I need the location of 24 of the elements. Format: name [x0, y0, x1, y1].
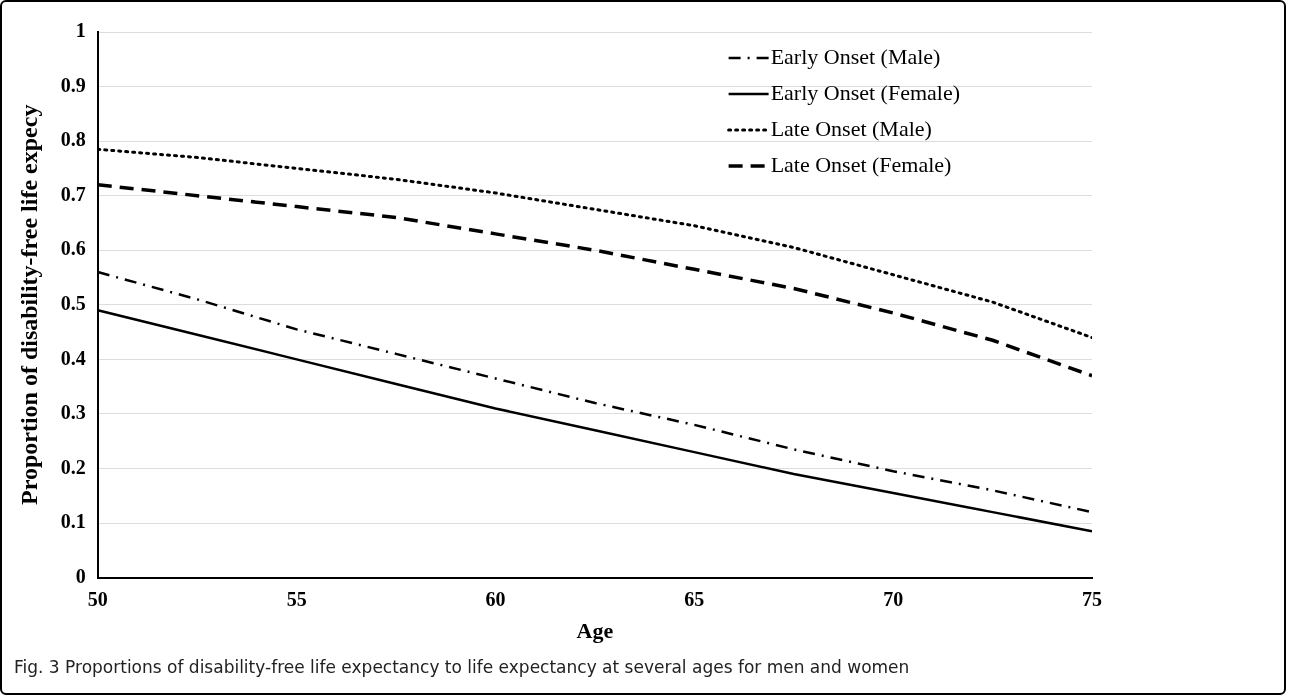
y-tick-label: 0.4 — [60, 346, 86, 369]
y-tick-label: 0.3 — [60, 401, 86, 424]
legend-label: Early Onset (Female) — [770, 79, 960, 105]
y-tick-label: 1 — [75, 19, 86, 42]
y-tick-label: 0.5 — [60, 291, 86, 314]
x-tick-label: 60 — [485, 587, 506, 610]
caption: Fig. 3 Proportions of disability-free life expectancy to life expectancy at several ages for men and women — [14, 657, 910, 677]
x-tick-label: 70 — [883, 587, 904, 610]
legend-label: Early Onset (Male) — [770, 43, 941, 69]
y-tick-label: 0.8 — [60, 128, 86, 151]
y-tick-label: 0.6 — [60, 237, 86, 260]
x-tick-label: 65 — [684, 587, 705, 610]
x-tick-label: 55 — [286, 587, 307, 610]
y-tick-label: 0.7 — [60, 182, 86, 205]
y-tick-label: 0.1 — [60, 510, 86, 533]
legend-label: Late Onset (Male) — [770, 115, 932, 141]
x-tick-label: 75 — [1082, 587, 1102, 610]
y-tick-label: 0.2 — [60, 455, 86, 478]
x-axis-title: Age — [576, 618, 614, 644]
y-tick-label: 0.9 — [60, 73, 86, 96]
y-tick-label: 0 — [75, 564, 86, 587]
y-axis-title: Proportion of disability-free life expecy — [15, 104, 42, 505]
legend-label: Late Onset (Female) — [770, 151, 952, 177]
x-tick-label: 50 — [87, 587, 108, 610]
